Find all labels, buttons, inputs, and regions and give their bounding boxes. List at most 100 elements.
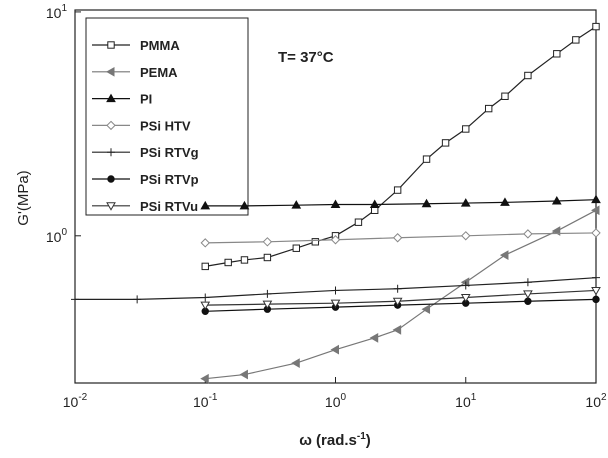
data-point [200,200,211,210]
data-point [392,233,403,243]
data-point [330,344,339,355]
data-point [591,194,601,204]
series-line [205,199,597,207]
data-point [369,199,380,208]
data-point [200,238,210,248]
data-point [263,253,272,262]
data-point [133,295,142,304]
data-point [499,250,509,260]
x-tick-label-exponent: 1 [471,392,477,403]
data-point [201,262,209,271]
x-tick-label-base: 10 [455,394,471,410]
data-point [291,200,302,209]
x-axis-label-exponent: -1 [357,431,366,442]
data-point [200,373,209,384]
x-tick-label: 10-1 [193,392,218,410]
legend-label: PEMA [140,65,178,80]
y-tick-label-exponent: 1 [61,3,67,14]
y-axis-label: G'(MPa) [15,170,32,225]
data-point [393,186,402,194]
data-point [292,244,300,252]
x-tick-label: 101 [455,392,477,410]
x-tick-label-base: 10 [585,394,601,410]
legend-label: PMMA [140,38,180,53]
data-point [592,295,600,304]
x-tick-label-base: 10 [193,394,209,410]
data-point [354,218,363,226]
legend-marker [107,175,115,183]
x-axis-label-tail: ) [366,432,371,449]
data-point [461,231,471,241]
data-point [501,92,509,100]
data-point [553,50,561,58]
x-tick-label-exponent: -1 [209,392,218,403]
x-tick-label-exponent: -2 [78,392,87,403]
data-point [201,293,210,302]
data-point [369,332,379,343]
data-point [590,205,600,216]
data-point [200,301,211,311]
x-tick-label-exponent: 0 [341,392,347,403]
series-line [205,26,597,267]
data-point [393,284,402,293]
legend-marker [107,41,115,49]
data-point [392,297,403,307]
x-tick-label-base: 10 [63,394,79,410]
data-point [421,198,432,208]
data-point [330,199,341,208]
data-point [592,273,600,282]
data-point [523,229,533,239]
data-point [461,281,470,290]
legend-marker [107,148,115,157]
data-point [523,290,533,299]
x-tick-label-exponent: 2 [601,392,607,403]
data-point [224,258,232,267]
data-point [392,325,402,335]
data-point [291,358,300,368]
y-tick-label-base: 10 [46,5,62,21]
legend-marker [106,93,116,103]
data-point [330,299,341,309]
data-point [572,36,580,44]
y-tick-label-base: 10 [46,229,62,245]
legend-label: PSi RTVp [140,172,199,187]
data-point [460,198,471,207]
data-point [239,369,248,380]
data-point [262,237,273,247]
data-point [371,206,379,214]
x-tick-label: 102 [585,392,607,410]
data-point [71,295,79,304]
legend-label: PSi HTV [140,118,191,133]
data-point [421,304,431,315]
data-point [500,197,510,206]
legend-marker [106,120,116,131]
x-tick-label: 100 [325,392,347,410]
y-tick-label: 100 [46,227,68,245]
data-point [240,256,249,264]
data-point [331,286,340,295]
legend-marker [105,66,115,77]
data-point [311,238,320,246]
data-point [262,300,273,310]
data-point [462,125,470,133]
data-point [523,278,532,287]
data-point [484,104,493,113]
data-point [422,155,431,163]
data-point [441,139,450,147]
data-point [592,22,600,31]
y-tick-label-exponent: 0 [61,227,67,238]
data-point [460,294,471,303]
data-point [524,297,532,305]
x-axis-label: ω (rad.s-1) [299,431,371,449]
x-tick-label: 10-2 [63,392,88,410]
y-tick-label: 101 [46,3,68,21]
legend-label: PSi RTVu [140,199,198,214]
legend-label: PSi RTVg [140,145,199,160]
data-point [551,196,562,205]
data-point [263,289,272,298]
data-point [524,71,532,80]
data-point [330,235,341,245]
x-axis-label-text: ω (rad.s [299,432,357,449]
legend-marker [106,202,116,211]
